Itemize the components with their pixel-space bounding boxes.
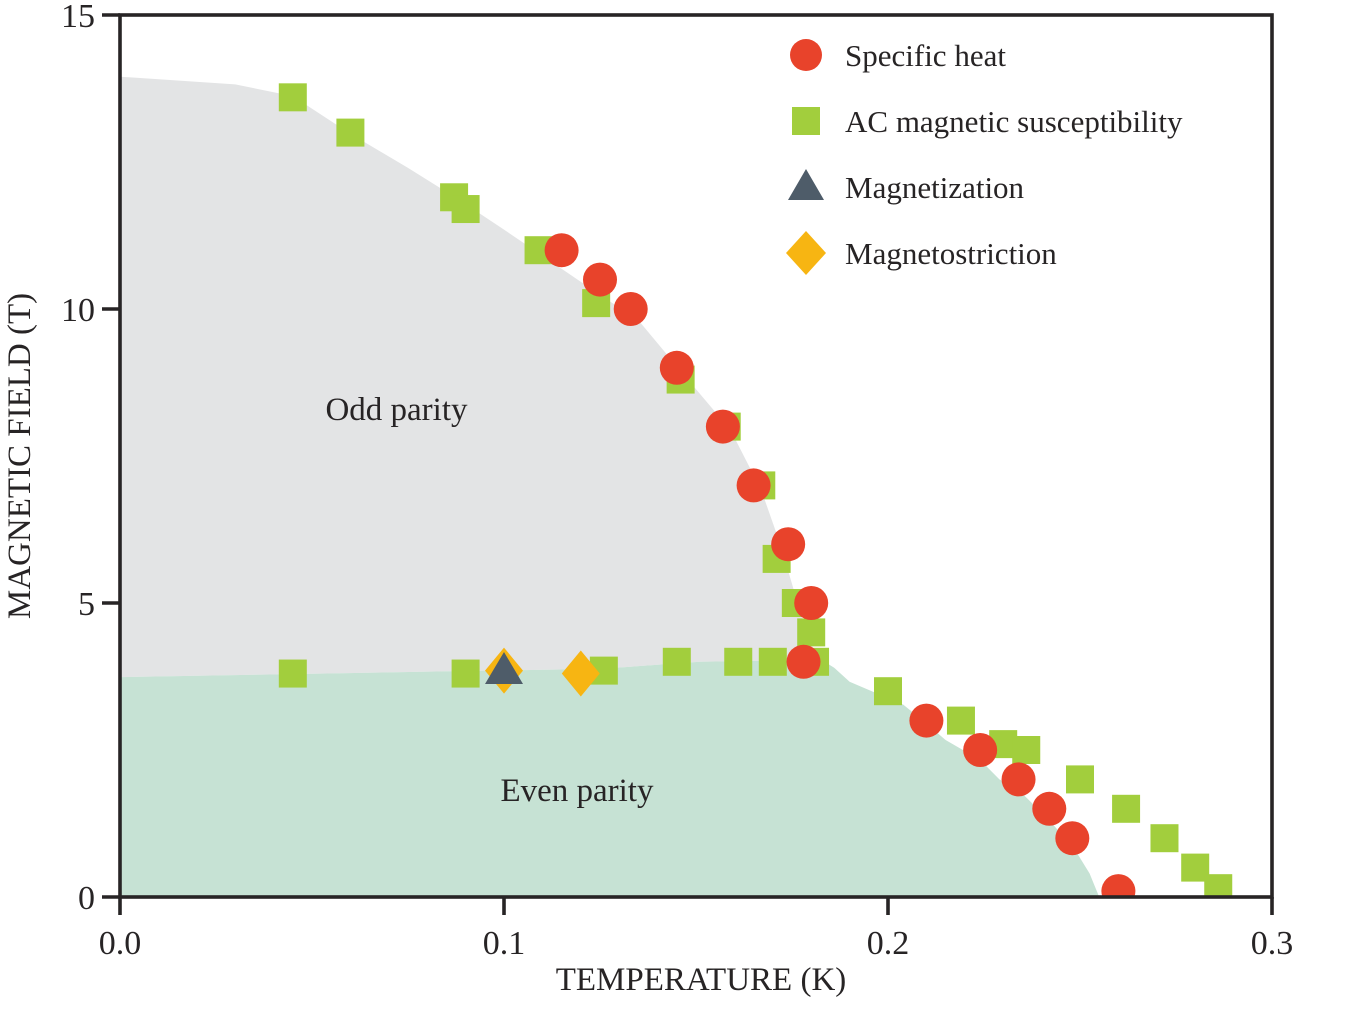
x-axis-tick-label: 0.1 (483, 925, 526, 962)
ac-magnetic-susceptibility-point (336, 118, 365, 147)
markers-group (278, 83, 1233, 897)
axes-group (102, 13, 1274, 915)
specific-heat-point (794, 586, 829, 620)
x-axis-tick-label: 0.2 (867, 925, 910, 962)
legend-diamond-icon (786, 231, 826, 275)
ac-magnetic-susceptibility-point (451, 659, 480, 688)
even-parity-region (120, 658, 1100, 897)
specific-heat-point (1001, 762, 1036, 797)
x-axis-tick-label: 0.3 (1251, 925, 1294, 962)
legend-item-magnetization: Magnetization (788, 169, 1025, 205)
x-axis-title: TEMPERATURE (K) (556, 962, 847, 998)
y-axis-tick-label: 5 (78, 586, 95, 623)
ac-magnetic-susceptibility-point (278, 83, 307, 112)
ac-magnetic-susceptibility-point (662, 647, 691, 676)
y-axis-tick-label: 0 (78, 880, 95, 917)
ac-magnetic-susceptibility-point (1012, 736, 1041, 764)
legend-item-magnetostriction: Magnetostriction (786, 231, 1057, 275)
magnetostriction-point (561, 650, 600, 697)
odd-parity-label: Odd parity (325, 392, 468, 428)
specific-heat-point (583, 262, 617, 297)
magnetization-point (485, 652, 523, 685)
specific-heat-point (786, 644, 821, 679)
ac-magnetic-susceptibility-point (797, 618, 826, 647)
ac-magnetic-susceptibility-point (724, 647, 753, 676)
specific-heat-point (736, 468, 771, 503)
specific-heat-point (544, 233, 579, 268)
specific-heat-point (1055, 821, 1090, 856)
ac-magnetic-susceptibility-point (451, 195, 480, 224)
y-axis-tick-label: 15 (61, 0, 95, 35)
y-axis-tick-label: 10 (61, 292, 95, 329)
legend-square-icon (792, 107, 820, 135)
specific-heat-point (1101, 874, 1136, 897)
specific-heat-point (909, 703, 944, 738)
magnetization-series (485, 652, 523, 685)
specific-heat-point (705, 409, 740, 444)
ac-magnetic-susceptibility-point (1066, 765, 1094, 794)
regions-group (120, 76, 1100, 897)
legend-triangle-icon (788, 169, 824, 201)
plot-frame (118, 13, 1274, 899)
specific-heat-point (659, 350, 694, 385)
legend: Specific heat AC magnetic susceptibility M… (786, 38, 1183, 275)
ac-magnetic-susceptibility-point (874, 677, 902, 706)
legend-item-ac-magnetic-susceptibility: AC magnetic susceptibility (792, 104, 1183, 139)
specific-heat-series (544, 233, 1136, 897)
odd-parity-region (120, 76, 819, 678)
ac-magnetic-susceptibility-point (1150, 824, 1179, 853)
legend-label-magnetization: Magnetization (845, 170, 1025, 205)
ac-magnetic-susceptibility-point (1204, 874, 1233, 897)
ac-magnetic-susceptibility-point (278, 659, 307, 688)
specific-heat-point (1032, 791, 1067, 826)
ac-magnetic-susceptibility-point (758, 647, 787, 676)
y-axis-title: MAGNETIC FIELD (T) (2, 293, 38, 619)
legend-item-specific-heat: Specific heat (790, 38, 1006, 73)
specific-heat-point (963, 733, 998, 767)
ac-magnetic-susceptibility-point (1112, 794, 1141, 823)
legend-label-ac-magnetic-susceptibility: AC magnetic susceptibility (845, 104, 1183, 139)
legend-label-specific-heat: Specific heat (845, 38, 1006, 73)
specific-heat-point (771, 527, 806, 562)
even-parity-label: Even parity (500, 773, 654, 809)
specific-heat-point (613, 292, 648, 326)
x-axis-tick-label: 0.0 (99, 925, 142, 962)
legend-circle-icon (790, 39, 822, 71)
legend-label-magnetostriction: Magnetostriction (845, 236, 1057, 271)
ac-magnetic-susceptibility-point (946, 706, 975, 735)
